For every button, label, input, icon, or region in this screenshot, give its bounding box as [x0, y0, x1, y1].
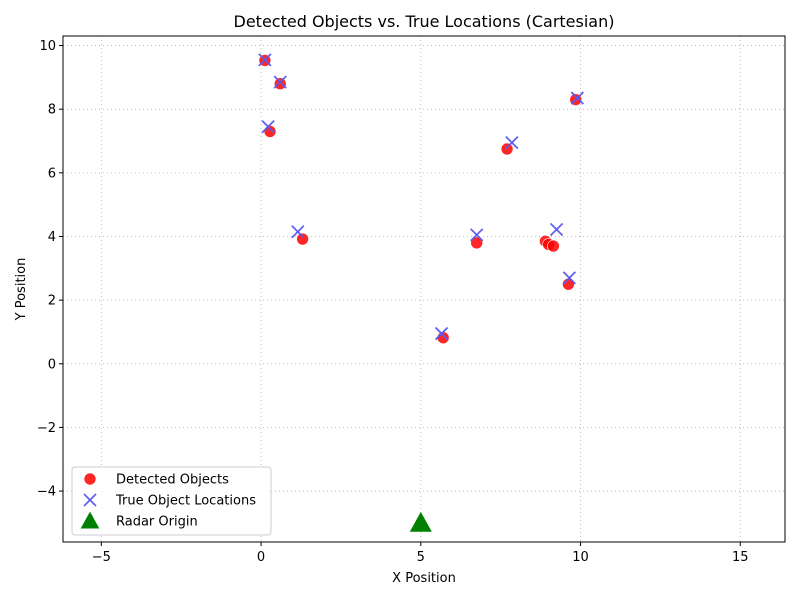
detected-object-point	[500, 142, 514, 156]
true-location-point-stroke	[570, 91, 584, 105]
y-axis-label: Y Position	[14, 258, 29, 322]
legend-box	[71, 466, 272, 536]
x-tick-label: 5	[417, 550, 425, 565]
true-location-point	[258, 53, 272, 67]
true-location-point-stroke	[549, 222, 564, 237]
detected-object-point	[296, 232, 309, 246]
y-tick-label: −2	[37, 421, 56, 436]
true-location-point	[291, 225, 305, 239]
detected-object-point	[273, 77, 287, 91]
ticks-layer: −5 0 5 10 15 −4 −2 0 2 4 6 8 10	[37, 39, 749, 565]
true-location-point-stroke	[258, 53, 272, 67]
true-location-point	[562, 271, 576, 285]
legend: Detected Objects True Object Locations Rad…	[71, 466, 272, 536]
x-tick-label: 15	[732, 550, 749, 565]
true-location-point-stroke	[261, 120, 275, 134]
radar-origin-point	[409, 511, 432, 532]
chart-title: Detected Objects vs. True Locations (Car…	[234, 12, 615, 31]
true-location-point-stroke	[562, 271, 576, 285]
detected-object-point	[547, 239, 560, 253]
legend-entry-radar-marker	[80, 511, 100, 529]
legend-entry-true-label: True Object Locations	[115, 494, 256, 509]
legend-entry-detected-marker	[83, 472, 97, 486]
y-tick-label: 10	[39, 39, 56, 54]
true-location-point	[434, 326, 449, 341]
x-axis-label: X Position	[392, 571, 456, 586]
true-location-point	[273, 75, 287, 89]
x-tick-label: −5	[92, 550, 111, 565]
true-location-point-stroke	[434, 326, 449, 341]
true-location-point-stroke	[505, 135, 519, 150]
marks-layer	[258, 53, 584, 532]
true-location-point-stroke	[291, 225, 305, 239]
y-tick-label: −4	[37, 485, 56, 500]
y-tick-label: 2	[48, 294, 56, 309]
legend-entry-radar-label: Radar Origin	[116, 515, 198, 530]
true-location-point	[570, 91, 584, 105]
x-tick-label: 0	[257, 550, 265, 565]
x-tick-label: 10	[572, 550, 589, 565]
detected-object-point	[263, 125, 277, 138]
true-location-point	[549, 222, 564, 237]
legend-entry-detected-label: Detected Objects	[116, 473, 229, 488]
true-location-point	[505, 135, 519, 150]
true-location-point-stroke	[273, 75, 287, 89]
y-tick-label: 8	[48, 103, 56, 118]
plot-frame	[62, 35, 786, 543]
legend-entry-true-marker	[83, 493, 97, 507]
true-location-point	[261, 120, 275, 134]
detected-object-point	[436, 331, 450, 344]
y-tick-label: 6	[48, 166, 56, 181]
legend-entry-true-marker-stroke	[83, 493, 97, 507]
true-location-point-stroke	[470, 228, 484, 242]
true-location-point	[470, 228, 484, 242]
detected-object-point	[470, 236, 484, 250]
grid-layer	[63, 36, 785, 542]
y-tick-label: 0	[48, 357, 56, 372]
y-tick-label: 4	[48, 230, 56, 245]
